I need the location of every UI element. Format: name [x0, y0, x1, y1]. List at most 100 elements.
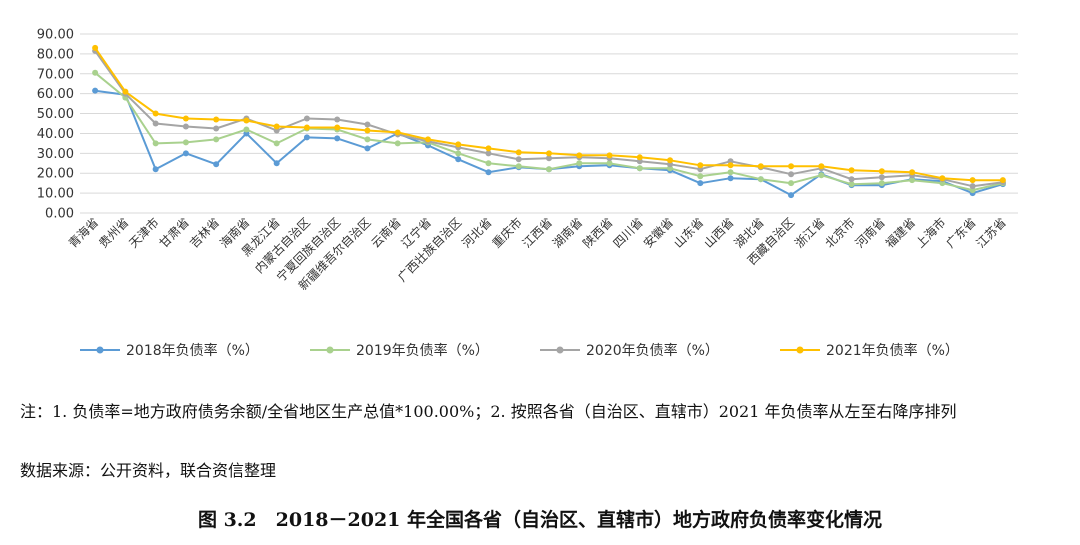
data-point [939, 175, 946, 182]
data-point [788, 192, 795, 199]
data-point [152, 140, 159, 147]
legend-label: 2020年负债率（%） [586, 342, 719, 359]
data-point [878, 180, 885, 187]
data-point [909, 169, 916, 176]
data-point [848, 176, 855, 183]
data-point [92, 44, 99, 51]
data-point [334, 124, 341, 131]
data-point [878, 168, 885, 175]
data-point [213, 116, 220, 123]
data-point [424, 136, 431, 143]
x-tick-label: 广东省 [943, 215, 978, 250]
data-point [455, 150, 462, 157]
y-tick-label: 10.00 [37, 187, 74, 202]
data-point [455, 141, 462, 148]
x-tick-label: 重庆市 [489, 215, 525, 251]
data-point [122, 88, 129, 95]
data-point [243, 126, 250, 133]
data-point [152, 120, 159, 127]
data-point [818, 163, 825, 170]
data-point [273, 140, 280, 147]
data-point [788, 180, 795, 187]
data-point [485, 150, 492, 157]
legend-marker [96, 346, 104, 354]
series-line [94, 72, 1004, 192]
chart-note: 注：1. 负债率=地方政府债务余额/全省地区生产总值*100.00%；2. 按照… [20, 402, 957, 421]
data-point [303, 115, 310, 122]
x-tick-label: 吉林省 [187, 215, 222, 250]
x-tick-label: 浙江省 [792, 215, 827, 250]
x-tick-label: 山西省 [701, 215, 736, 250]
data-point [848, 167, 855, 174]
data-point [273, 123, 280, 130]
data-point [757, 163, 764, 170]
data-point [364, 136, 371, 143]
x-tick-label: 河北省 [459, 215, 494, 250]
y-tick-label: 30.00 [37, 147, 74, 162]
data-point [757, 176, 764, 183]
y-tick-label: 90.00 [37, 28, 74, 43]
data-point [576, 152, 583, 159]
data-point [515, 149, 522, 156]
data-point [697, 162, 704, 169]
data-point [788, 171, 795, 178]
data-point [515, 156, 522, 163]
series-line [94, 89, 1004, 197]
data-point [213, 161, 220, 168]
x-tick-label: 四川省 [611, 215, 646, 250]
series-line [94, 50, 1004, 188]
x-tick-label: 贵州省 [96, 215, 131, 250]
legend-label: 2021年负债率（%） [826, 342, 959, 359]
data-point [727, 162, 734, 169]
x-tick-label: 山东省 [671, 215, 706, 250]
data-point [152, 110, 159, 117]
y-tick-label: 70.00 [37, 67, 74, 82]
data-point [546, 166, 552, 173]
data-source-note: 数据来源：公开资料，联合资信整理 [20, 461, 277, 480]
data-point [455, 156, 462, 163]
data-point [303, 134, 310, 141]
data-point [576, 160, 583, 167]
y-tick-label: 40.00 [37, 127, 74, 142]
x-tick-label: 甘肃省 [157, 215, 192, 250]
line-chart: 0.00 10.00 20.00 30.00 40.00 50.00 60.00 70.00 8… [37, 28, 1018, 359]
data-point [485, 145, 492, 152]
x-tick-label: 河南省 [852, 215, 888, 251]
data-point [182, 115, 189, 122]
x-tick-label: 江苏省 [974, 215, 1009, 250]
x-tick-label: 陕西省 [580, 215, 616, 251]
y-tick-label: 50.00 [37, 107, 74, 122]
data-point [364, 145, 371, 152]
data-point [788, 163, 795, 170]
data-point [152, 166, 159, 173]
data-point [727, 175, 734, 182]
data-point [334, 116, 341, 123]
data-point [606, 160, 613, 167]
data-point [667, 157, 674, 164]
legend-label: 2019年负债率（%） [356, 342, 489, 359]
data-point [334, 135, 341, 142]
figure-caption: 图 3.2 2018－2021 年全国各省（自治区、直辖市）地方政府负债率变化情… [197, 509, 883, 531]
data-point [485, 160, 492, 167]
data-point [909, 177, 916, 184]
data-point [818, 172, 825, 179]
data-point [213, 136, 220, 143]
data-point [92, 87, 99, 94]
data-point [182, 123, 189, 130]
data-point [213, 125, 220, 132]
data-point [636, 154, 643, 161]
data-point [697, 180, 704, 187]
data-point [546, 155, 552, 162]
y-tick-label: 60.00 [37, 87, 74, 102]
data-point [606, 152, 613, 159]
data-point [92, 69, 99, 76]
data-point [878, 174, 885, 181]
data-point [727, 169, 734, 176]
data-point [243, 117, 250, 124]
data-point [697, 173, 704, 180]
x-tick-label: 上海市 [912, 215, 948, 251]
y-tick-label: 80.00 [37, 47, 74, 62]
data-point [394, 140, 401, 147]
x-tick-label: 湖南省 [549, 215, 585, 251]
legend-marker [326, 346, 334, 354]
